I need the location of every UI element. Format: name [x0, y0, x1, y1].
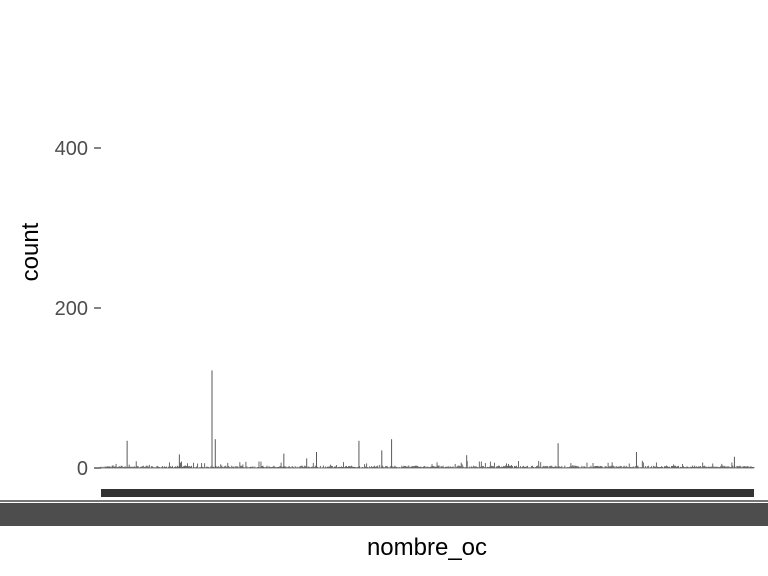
- y-tick-label: 0: [77, 458, 88, 480]
- y-axis-title: count: [17, 222, 44, 281]
- y-tick-label: 400: [55, 138, 88, 160]
- y-axis: 0 200 400: [55, 138, 101, 480]
- bars: [100, 370, 755, 469]
- x-axis-title: nombre_oc: [367, 534, 487, 561]
- x-tick-label-overflow-band: [0, 503, 768, 526]
- x-tick-label-band: [101, 489, 754, 497]
- y-tick-label: 200: [55, 298, 88, 320]
- x-axis: [0, 489, 768, 526]
